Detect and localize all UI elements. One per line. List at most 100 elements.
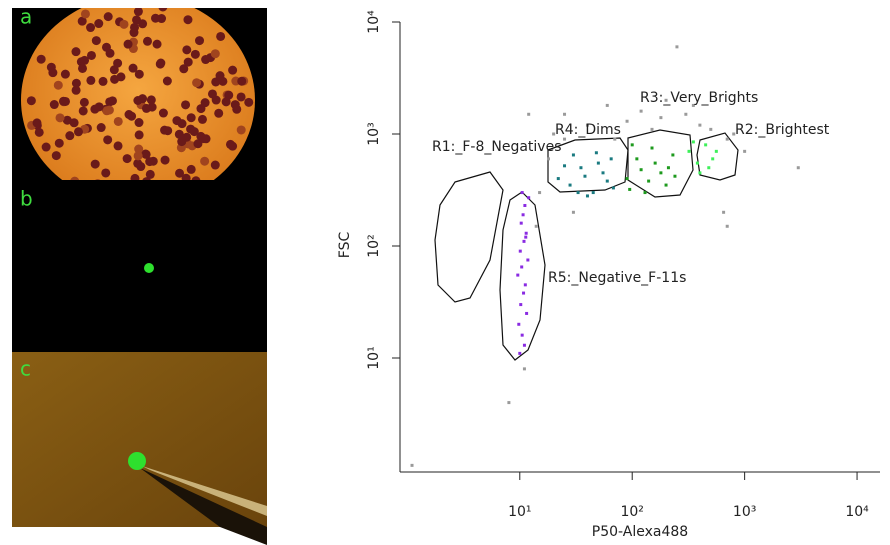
point <box>518 249 522 253</box>
point <box>527 196 531 200</box>
bead <box>215 71 225 81</box>
bead <box>158 108 168 118</box>
point <box>635 157 639 161</box>
bead <box>195 36 205 46</box>
point <box>625 177 629 181</box>
gate-label: R2:_Brightest <box>735 122 830 138</box>
point <box>653 161 657 165</box>
point <box>519 221 523 225</box>
bead <box>26 96 36 106</box>
point <box>571 210 575 214</box>
point <box>709 127 713 131</box>
y-tick-label: 10⁴ <box>366 10 382 34</box>
bead <box>86 23 96 33</box>
bead <box>80 55 90 65</box>
bead <box>53 80 63 90</box>
gate-label: R3:_Very_Brights <box>640 90 758 106</box>
gate-label: R4:_Dims <box>555 122 621 138</box>
bead <box>46 62 56 72</box>
bead <box>77 16 87 26</box>
bead <box>90 104 100 114</box>
bead <box>71 85 81 95</box>
bead <box>189 127 199 137</box>
point <box>571 153 575 157</box>
bead <box>228 65 238 75</box>
bead <box>186 113 196 123</box>
bead <box>71 47 81 57</box>
bead <box>65 131 75 141</box>
bead <box>151 13 161 23</box>
bead <box>119 19 129 29</box>
point <box>639 168 643 172</box>
point <box>613 137 617 141</box>
point <box>538 191 542 195</box>
bead <box>79 97 89 107</box>
point <box>596 161 600 165</box>
bead <box>138 8 143 9</box>
bead <box>113 58 123 68</box>
x-tick-label: 10² <box>620 504 643 520</box>
bead <box>244 97 254 107</box>
bead <box>200 98 210 108</box>
bead <box>103 12 113 22</box>
bead <box>190 49 200 59</box>
bead <box>145 169 155 179</box>
bead <box>94 19 104 29</box>
bead <box>181 100 191 110</box>
point <box>568 183 572 187</box>
bead <box>236 92 246 102</box>
point <box>671 153 675 157</box>
bead <box>142 36 152 46</box>
bead <box>145 157 155 167</box>
bead <box>236 125 246 135</box>
point <box>591 191 595 195</box>
panel-label: c <box>20 357 31 381</box>
bead <box>69 118 79 128</box>
point <box>628 187 632 191</box>
point <box>594 151 598 155</box>
bead <box>141 103 151 113</box>
point <box>524 231 528 235</box>
point <box>725 137 729 141</box>
bead <box>133 151 143 161</box>
bead <box>221 97 231 107</box>
point <box>732 132 736 136</box>
point <box>707 166 711 170</box>
point <box>609 157 613 161</box>
bead <box>36 54 46 64</box>
bead <box>130 22 140 32</box>
pipette-tip <box>142 466 267 516</box>
point <box>639 109 643 113</box>
point <box>516 273 520 277</box>
bead <box>183 57 193 67</box>
bead <box>96 123 106 133</box>
bead <box>124 110 134 120</box>
point <box>520 265 524 269</box>
bead <box>51 151 61 161</box>
bead <box>134 69 144 79</box>
point <box>675 45 679 49</box>
gate <box>627 129 694 198</box>
point <box>518 351 522 355</box>
bead <box>199 134 209 144</box>
point <box>722 210 726 214</box>
bead <box>232 104 242 114</box>
point <box>695 161 699 165</box>
bead <box>193 139 203 149</box>
point <box>534 224 538 228</box>
bead <box>133 158 143 168</box>
point <box>659 116 663 120</box>
point <box>556 177 560 181</box>
bead <box>134 118 144 128</box>
bead <box>211 77 221 87</box>
bead <box>41 142 51 152</box>
bead <box>175 168 185 178</box>
bead <box>49 100 59 110</box>
panel-b <box>12 180 267 352</box>
point <box>691 140 695 144</box>
bead <box>174 129 184 139</box>
bead <box>182 45 192 55</box>
bead <box>113 141 123 151</box>
bead <box>216 31 226 41</box>
point <box>605 103 609 107</box>
